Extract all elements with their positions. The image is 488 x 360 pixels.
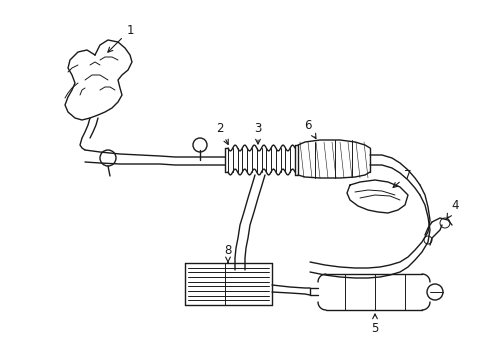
Text: 1: 1	[108, 23, 134, 52]
Text: 8: 8	[224, 243, 231, 262]
Text: 6: 6	[304, 118, 315, 139]
Text: 2: 2	[216, 122, 228, 144]
Text: 4: 4	[446, 198, 458, 219]
Text: 3: 3	[254, 122, 261, 144]
Text: 5: 5	[370, 314, 378, 334]
Text: 7: 7	[392, 168, 411, 188]
